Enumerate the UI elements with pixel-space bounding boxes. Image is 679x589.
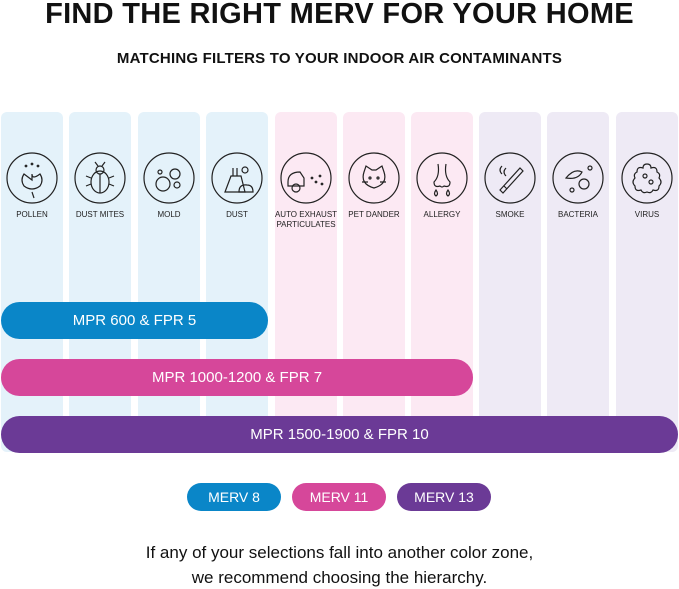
- cigarette-icon: [484, 152, 536, 204]
- contaminant-column: POLLEN: [1, 112, 63, 452]
- contaminant-label: DUST: [226, 210, 248, 219]
- contaminant-label: MOLD: [157, 210, 181, 219]
- cat-icon: [348, 152, 400, 204]
- bug-icon: [74, 152, 126, 204]
- contaminant-label: AUTO EXHAUST PARTICULATES: [274, 210, 338, 229]
- tulip-icon: [6, 152, 58, 204]
- contaminant-column: AUTO EXHAUST PARTICULATES: [275, 112, 337, 452]
- footer-line-2: we recommend choosing the hierarchy.: [191, 568, 488, 587]
- contaminant-label: POLLEN: [16, 210, 48, 219]
- contaminant-column: SMOKE: [479, 112, 541, 452]
- contaminant-label: PET DANDER: [348, 210, 400, 219]
- page-title: FIND THE RIGHT MERV FOR YOUR HOME: [45, 0, 634, 30]
- car-exhaust-icon: [280, 152, 332, 204]
- bacteria-icon: [552, 152, 604, 204]
- legend-merv-11: MERV 11: [292, 483, 386, 511]
- bar-merv-8: MPR 600 & FPR 5: [1, 302, 268, 339]
- spores-icon: [143, 152, 195, 204]
- bar-merv-11: MPR 1000-1200 & FPR 7: [1, 359, 473, 396]
- page-subtitle: MATCHING FILTERS TO YOUR INDOOR AIR CONT…: [116, 50, 563, 67]
- legend-merv-8: MERV 8: [187, 483, 281, 511]
- virus-icon: [621, 152, 673, 204]
- contaminant-column: DUST: [206, 112, 268, 452]
- contaminant-label: VIRUS: [634, 210, 660, 219]
- footer-line-1: If any of your selections fall into anot…: [145, 543, 534, 562]
- contaminant-column: VIRUS: [616, 112, 678, 452]
- dust-pan-icon: [211, 152, 263, 204]
- contaminant-column: DUST MITES: [69, 112, 131, 452]
- contaminant-label: SMOKE: [495, 210, 525, 219]
- contaminant-column: PET DANDER: [343, 112, 405, 452]
- contaminant-column: BACTERIA: [547, 112, 609, 452]
- contaminant-column: MOLD: [138, 112, 200, 452]
- contaminant-label: ALLERGY: [423, 210, 461, 219]
- legend-merv-13: MERV 13: [397, 483, 491, 511]
- nose-icon: [416, 152, 468, 204]
- bar-merv-13: MPR 1500-1900 & FPR 10: [1, 416, 678, 453]
- contaminant-column: ALLERGY: [411, 112, 473, 452]
- contaminant-label: DUST MITES: [75, 210, 125, 219]
- contaminant-label: BACTERIA: [557, 210, 598, 219]
